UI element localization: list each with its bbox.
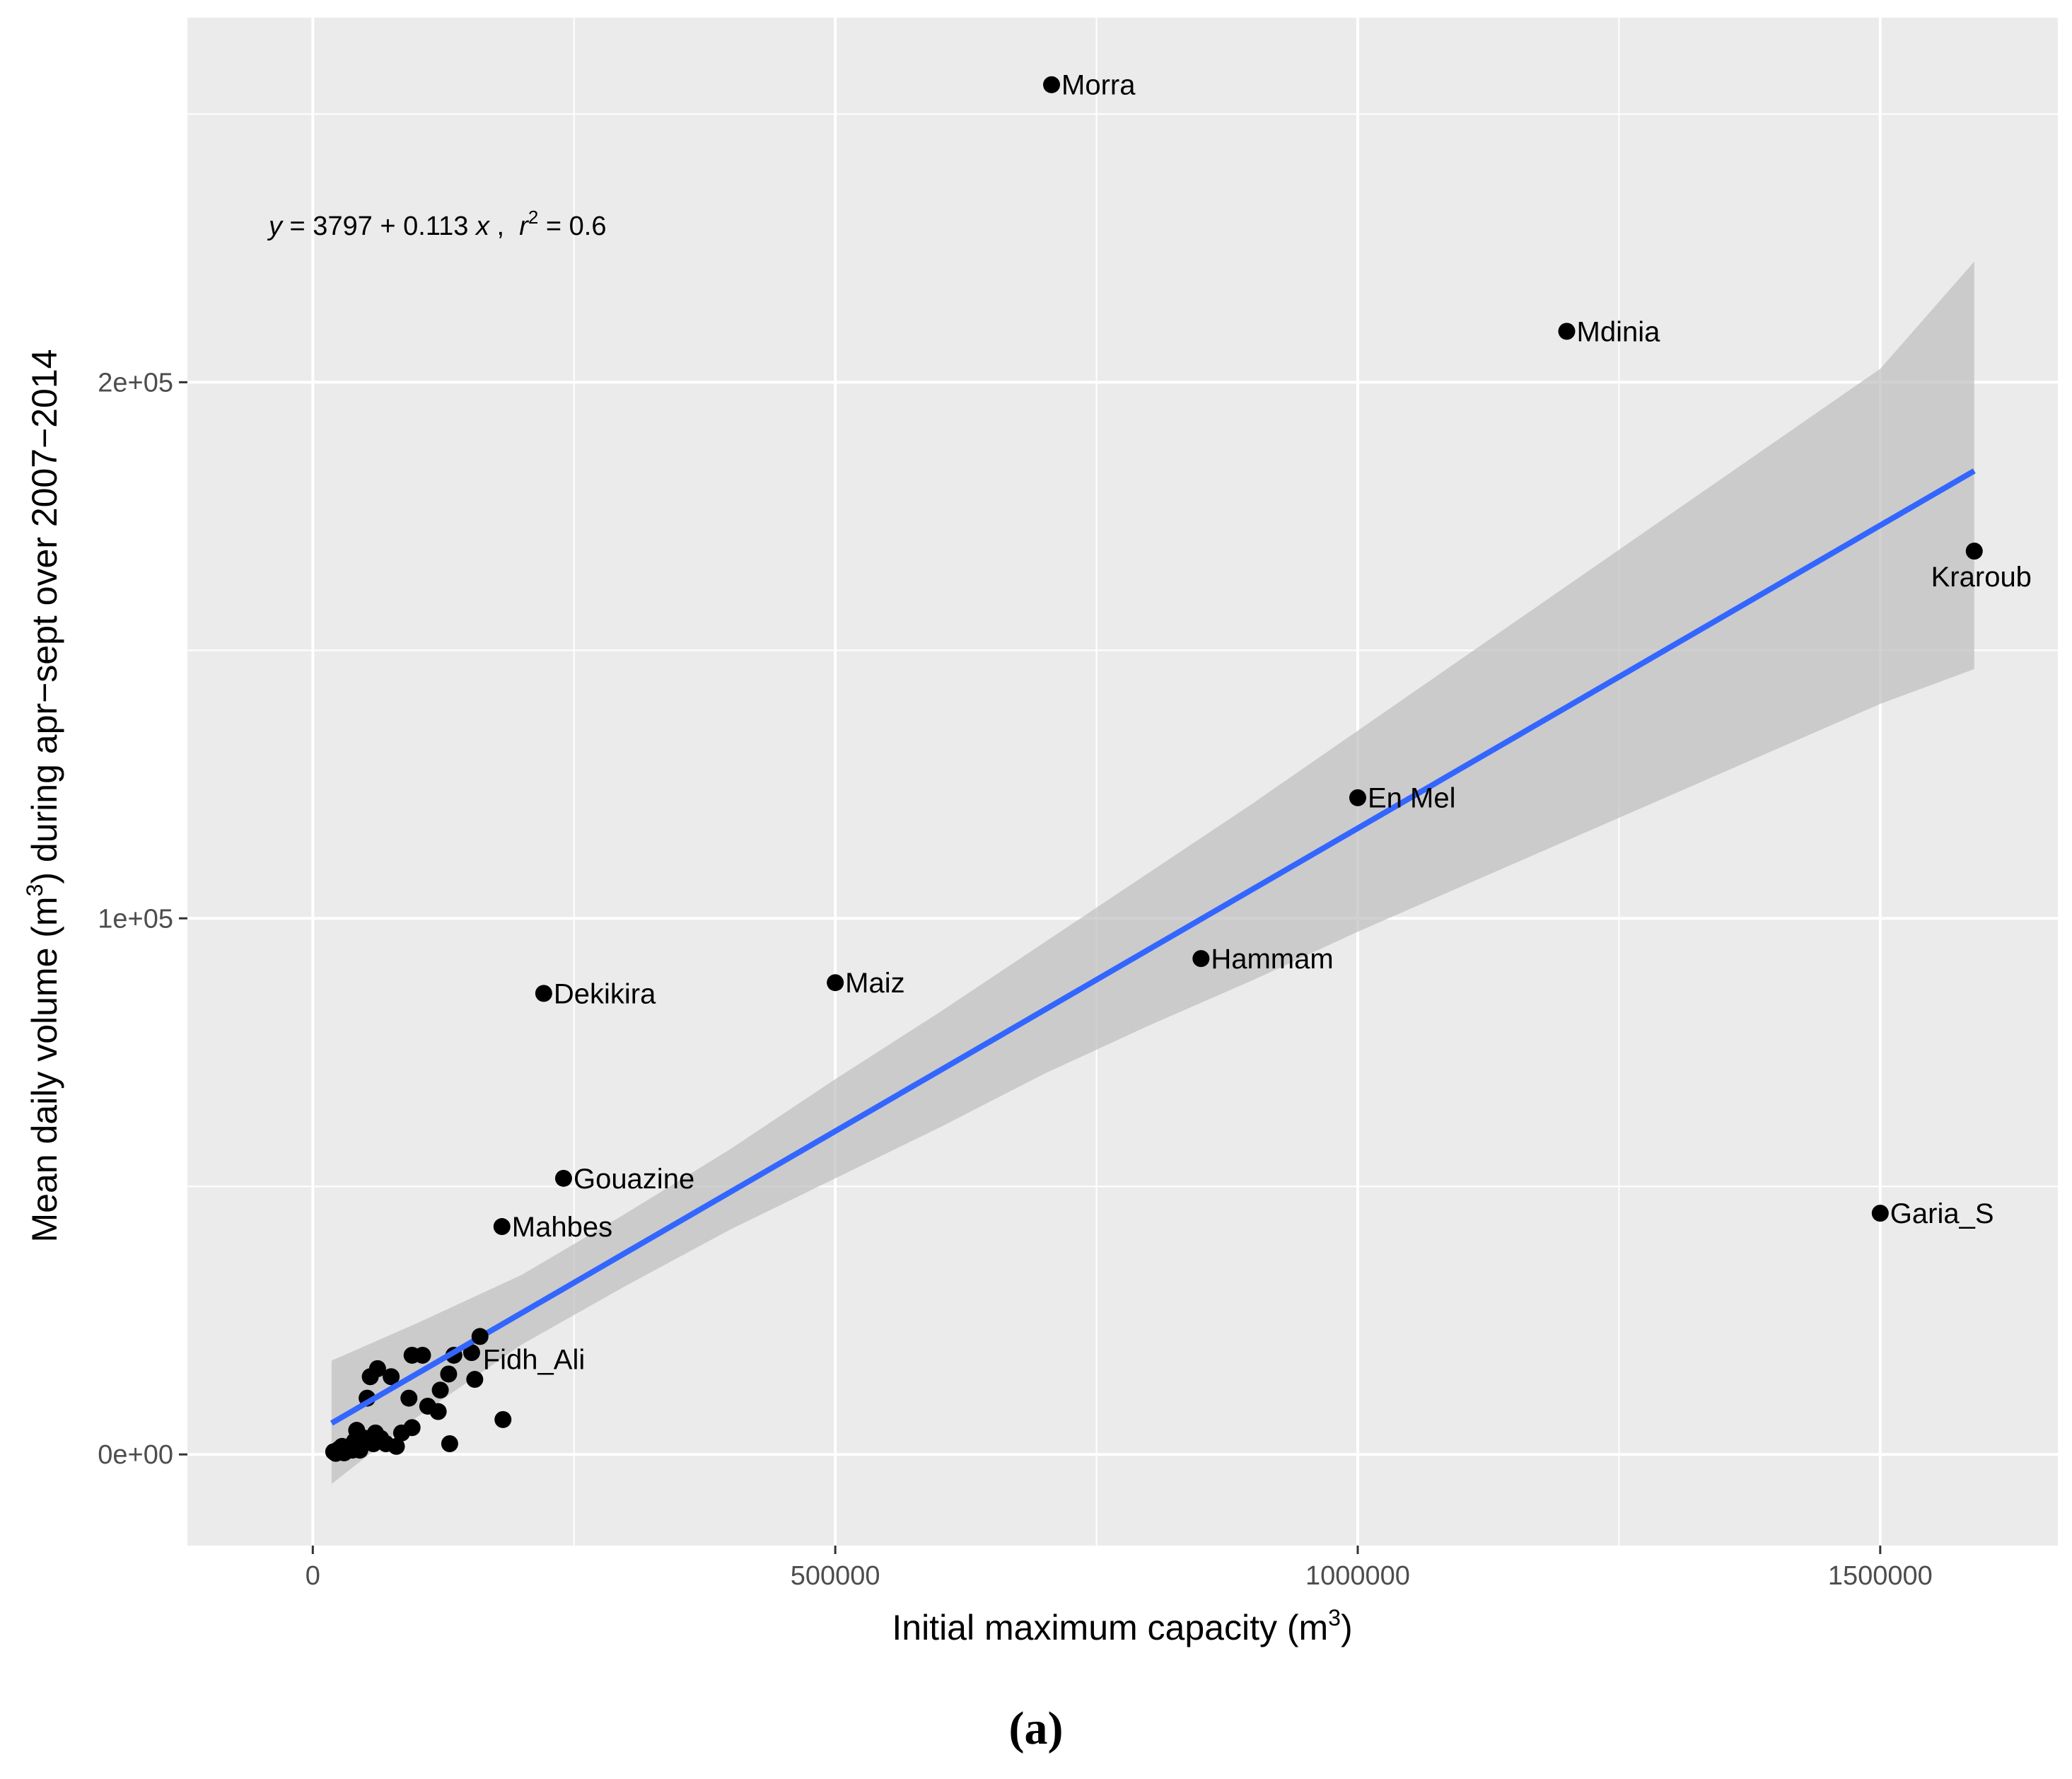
data-point xyxy=(400,1389,418,1407)
x-axis-title-text: Initial maximum capacity (m xyxy=(892,1608,1328,1647)
data-point xyxy=(554,1169,572,1187)
y-axis-title-text: Mean daily volume (m xyxy=(25,896,64,1242)
data-point xyxy=(827,974,844,992)
data-point xyxy=(403,1419,421,1437)
y-tick-label: 2e+05 xyxy=(98,368,173,398)
x-tick-label: 0 xyxy=(305,1561,320,1591)
equation-sep: , xyxy=(489,211,519,241)
x-tick-label: 500000 xyxy=(791,1561,880,1591)
y-axis-title-end: ) during apr−sept over 2007−2014 xyxy=(25,349,64,884)
data-point xyxy=(383,1368,400,1386)
point-label: En Mel xyxy=(1368,783,1456,814)
confidence-band xyxy=(331,261,1974,1484)
y-axis-title-superscript: 3 xyxy=(22,884,47,897)
point-label: Maiz xyxy=(845,968,904,999)
equation-rhs: = 3797 + 0.113 xyxy=(282,211,476,241)
regression-line xyxy=(330,468,1976,1426)
data-point xyxy=(494,1410,512,1428)
x-axis-ticks: 0 500000 1000000 1500000 xyxy=(305,1546,1933,1591)
point-label: Garia_S xyxy=(1890,1198,1994,1229)
point-label: Morra xyxy=(1061,70,1136,101)
labeled-points: Morra Mdinia Kraroub En Mel Hammam Maiz Dekiki… xyxy=(471,70,2032,1375)
data-point xyxy=(354,1435,372,1452)
data-point xyxy=(368,1360,386,1377)
panel-caption: (a) xyxy=(1009,1703,1064,1754)
data-point xyxy=(327,1444,344,1462)
x-axis-title-superscript: 3 xyxy=(1328,1605,1341,1630)
data-point xyxy=(493,1218,511,1236)
data-point xyxy=(1558,323,1576,340)
equation-r: r xyxy=(519,211,529,241)
point-label: Gouazine xyxy=(574,1164,694,1195)
data-point xyxy=(535,985,552,1002)
equation-x: x xyxy=(475,211,491,241)
point-label: Kraroub xyxy=(1931,562,2032,593)
data-point xyxy=(414,1346,431,1364)
point-label: Dekikira xyxy=(554,978,656,1009)
major-gridlines xyxy=(187,18,2058,1546)
y-tick-label: 1e+05 xyxy=(98,904,173,934)
data-point xyxy=(429,1403,447,1420)
data-point xyxy=(1043,76,1061,93)
y-tick-label: 0e+00 xyxy=(98,1440,173,1470)
point-label: Mahbes xyxy=(512,1212,612,1243)
data-point xyxy=(377,1435,395,1452)
y-axis-title: Mean daily volume (m3) during apr−sept o… xyxy=(22,349,64,1243)
data-point xyxy=(431,1381,449,1399)
x-tick-label: 1000000 xyxy=(1305,1561,1410,1591)
equation-r-value: = 0.6 xyxy=(538,211,606,241)
data-point xyxy=(471,1328,489,1345)
data-point xyxy=(466,1371,484,1389)
data-point xyxy=(462,1344,480,1362)
data-point xyxy=(440,1365,458,1383)
equation-y: y xyxy=(267,211,284,241)
y-axis-ticks: 0e+00 1e+05 2e+05 xyxy=(98,368,187,1470)
x-axis-title: Initial maximum capacity (m3) xyxy=(892,1605,1352,1647)
data-points xyxy=(325,1344,512,1462)
x-tick-label: 1500000 xyxy=(1828,1561,1933,1591)
data-point xyxy=(441,1435,458,1452)
equation-r-superscript: 2 xyxy=(528,207,538,228)
data-point xyxy=(1192,950,1210,968)
point-label: Hammam xyxy=(1211,944,1333,975)
point-label: Fidh_Ali xyxy=(483,1344,586,1375)
data-point xyxy=(1349,789,1366,806)
data-point xyxy=(1965,543,1983,560)
data-point xyxy=(1871,1205,1889,1222)
x-axis-title-end: ) xyxy=(1341,1608,1353,1647)
regression-equation: y = 3797 + 0.113 x , r2 = 0.6 xyxy=(267,207,606,241)
point-label: Mdinia xyxy=(1577,316,1661,347)
